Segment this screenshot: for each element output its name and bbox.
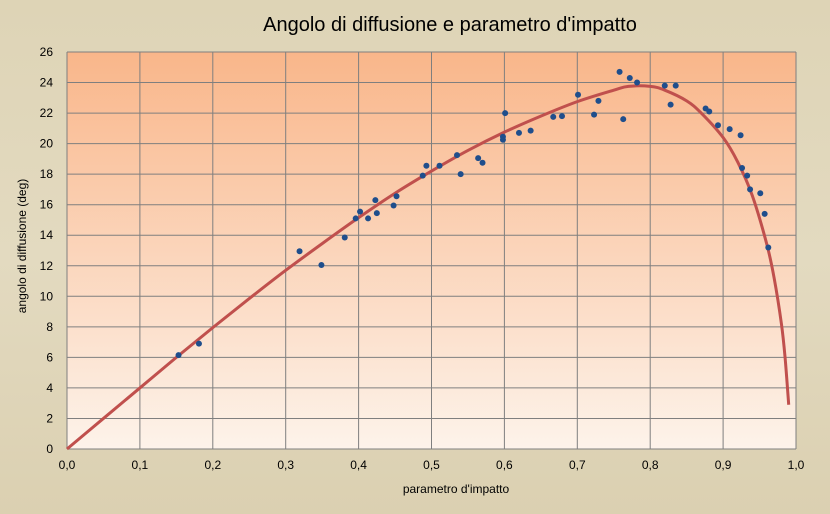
x-tick-label: 1,0 <box>788 458 805 472</box>
y-tick-label: 4 <box>46 381 53 395</box>
data-point <box>502 110 509 117</box>
data-point <box>175 352 182 359</box>
y-tick-label: 22 <box>40 106 54 120</box>
data-point <box>757 190 764 197</box>
data-point <box>672 82 679 89</box>
x-tick-label: 0,9 <box>715 458 732 472</box>
data-point <box>195 340 202 347</box>
data-point <box>726 126 733 133</box>
data-point <box>515 129 522 136</box>
data-point <box>620 116 627 123</box>
data-point <box>419 172 426 179</box>
data-point <box>318 262 325 269</box>
data-point <box>423 162 430 169</box>
y-tick-label: 18 <box>40 167 54 181</box>
data-point <box>454 152 461 159</box>
data-point <box>436 162 443 169</box>
data-point <box>365 215 372 222</box>
data-point <box>558 113 565 120</box>
data-point <box>479 159 486 166</box>
y-tick-label: 26 <box>40 45 54 59</box>
data-point <box>550 113 557 120</box>
data-point <box>373 210 380 217</box>
data-point <box>634 79 641 86</box>
data-point <box>765 244 772 251</box>
y-tick-label: 6 <box>46 350 53 364</box>
data-point <box>372 197 379 204</box>
y-tick-label: 10 <box>40 289 54 303</box>
data-point <box>393 193 400 200</box>
y-axis-title: angolo di diffusione (deg) <box>15 179 29 314</box>
data-point <box>457 171 464 178</box>
y-tick-label: 24 <box>40 76 54 90</box>
x-tick-label: 0,4 <box>350 458 367 472</box>
data-point <box>591 111 598 118</box>
data-point <box>575 91 582 98</box>
data-point <box>296 248 303 255</box>
data-point <box>499 133 506 140</box>
data-point <box>739 165 746 172</box>
fit-curve <box>66 84 791 451</box>
data-point <box>357 208 364 215</box>
x-tick-label: 0,6 <box>496 458 513 472</box>
data-point <box>737 132 744 139</box>
data-point <box>595 97 602 104</box>
data-point <box>475 155 482 162</box>
fit-curve-layer <box>66 84 791 451</box>
x-tick-labels: 0,0 0,1 0,2 0,3 0,4 0,5 0,6 0,7 0,8 0,9 1,0 <box>59 458 805 472</box>
y-tick-label: 16 <box>40 198 54 212</box>
y-tick-label: 8 <box>46 320 53 334</box>
x-tick-label: 0,1 <box>132 458 149 472</box>
data-point <box>706 108 713 115</box>
x-tick-label: 0,0 <box>59 458 76 472</box>
data-point <box>747 186 754 193</box>
y-tick-label: 2 <box>46 411 53 425</box>
x-tick-label: 0,2 <box>204 458 221 472</box>
x-tick-label: 0,8 <box>642 458 659 472</box>
data-point <box>527 127 534 134</box>
data-point <box>744 172 751 179</box>
data-point <box>626 74 633 81</box>
gridlines <box>66 51 797 450</box>
chart-title: Angolo di diffusione e parametro d'impat… <box>263 14 637 36</box>
data-point <box>341 234 348 241</box>
data-point <box>661 82 668 89</box>
x-axis-title: parametro d'impatto <box>403 482 510 496</box>
data-point <box>352 215 359 222</box>
x-tick-label: 0,5 <box>423 458 440 472</box>
y-tick-label: 0 <box>46 442 53 456</box>
data-point <box>667 101 674 108</box>
y-tick-label: 12 <box>40 259 54 273</box>
x-tick-label: 0,7 <box>569 458 586 472</box>
y-tick-label: 14 <box>40 228 54 242</box>
data-point <box>714 122 721 129</box>
x-tick-label: 0,3 <box>277 458 294 472</box>
data-point <box>390 202 397 209</box>
data-point <box>616 68 623 75</box>
data-point <box>761 210 768 217</box>
y-tick-label: 20 <box>40 137 54 151</box>
data-points <box>175 68 772 359</box>
